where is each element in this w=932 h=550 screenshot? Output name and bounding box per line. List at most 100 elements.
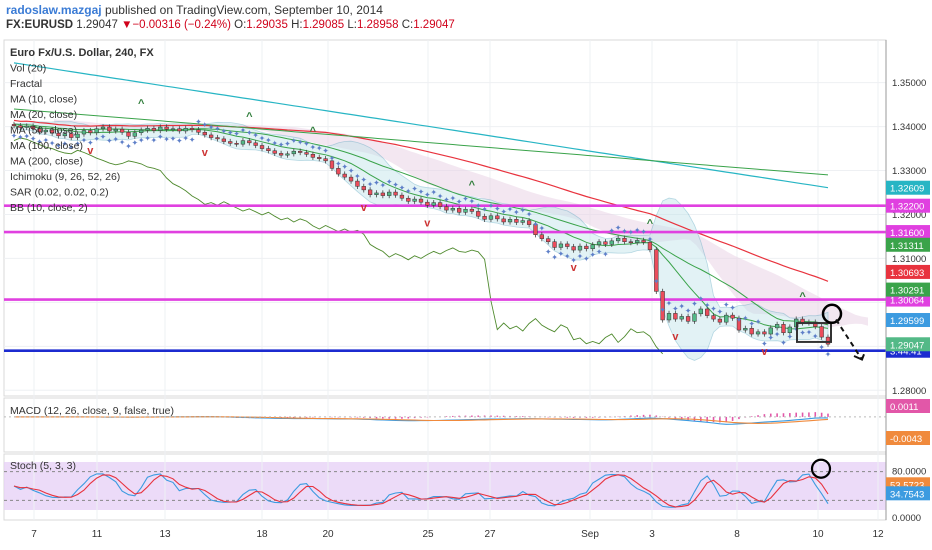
- fractal-down-marker: v: [672, 331, 679, 343]
- candle-body: [596, 241, 602, 246]
- drawing-annotations[interactable]: [796, 303, 865, 361]
- forecast-arrow[interactable]: [835, 318, 863, 361]
- candle-body: [546, 238, 551, 242]
- legend-item: Euro Fx/U.S. Dollar, 240, FX: [10, 47, 154, 59]
- x-tick-label: 8: [734, 529, 740, 540]
- publish-line: radoslaw.mazgaj published on TradingView…: [6, 3, 383, 17]
- price-tag: 1.31311: [890, 241, 924, 252]
- sar-marker: ✦: [189, 135, 196, 144]
- candle-body: [692, 313, 697, 322]
- sar-marker: ✦: [367, 180, 374, 189]
- candle-body: [660, 291, 665, 321]
- candle-body: [705, 308, 710, 316]
- level-tag: 3:44:41: [890, 347, 922, 358]
- sar-marker: ✦: [214, 124, 221, 133]
- candle-body: [266, 148, 271, 152]
- price-tag-bg: [886, 237, 930, 252]
- candle-body: [18, 125, 23, 128]
- range-box[interactable]: [796, 322, 832, 343]
- author-link[interactable]: radoslaw.mazgaj: [6, 3, 102, 17]
- sar-marker: ✦: [755, 317, 762, 326]
- high-circle[interactable]: [821, 303, 843, 325]
- sar-marker: ✦: [812, 332, 819, 341]
- sar-marker: ✦: [780, 338, 787, 347]
- candle-body: [635, 240, 640, 243]
- sar-marker: ✦: [227, 129, 234, 138]
- sar-marker: ✦: [507, 205, 514, 214]
- candle-body: [641, 240, 646, 243]
- candle-body: [647, 241, 653, 250]
- candle-body: [469, 208, 475, 212]
- sar-marker: ✦: [596, 247, 603, 256]
- sar-marker: ✦: [634, 226, 641, 235]
- macd-legend: MACD (12, 26, close, 9, false, true): [10, 405, 174, 417]
- sar-marker: ✦: [233, 130, 240, 139]
- candle-body: [654, 249, 659, 292]
- sar-marker: ✦: [11, 131, 18, 140]
- published-date: September 10, 2014: [274, 3, 383, 17]
- fractal-markers: ^ ^ ^ ^ ^ ^ v v v v v v v: [87, 98, 806, 358]
- arrow-head[interactable]: [853, 353, 865, 361]
- sar-marker: ✦: [74, 140, 81, 149]
- candle-body: [609, 240, 614, 245]
- candle-body: [304, 152, 309, 155]
- fractal-up-marker: ^: [469, 180, 476, 192]
- sar-marker: ✦: [195, 118, 202, 127]
- sar-marker: ✦: [284, 139, 291, 148]
- candle-body: [698, 308, 703, 315]
- price-tag: 1.30291: [890, 286, 924, 297]
- sar-marker: ✦: [786, 333, 793, 342]
- candle-body: [501, 218, 506, 223]
- open-value: 1.29035: [246, 19, 288, 31]
- candle-body: [81, 130, 87, 135]
- candle-body: [88, 130, 93, 133]
- candle-body: [488, 215, 494, 220]
- legend-item: BB (10, close, 2): [10, 202, 88, 214]
- y-tick-label: 1.32000: [892, 210, 926, 221]
- candle-body: [425, 201, 430, 206]
- high-value: 1.29085: [302, 19, 345, 31]
- candle-body: [329, 160, 335, 169]
- main-pane: [3, 39, 887, 397]
- sar-marker: ✦: [87, 138, 94, 147]
- candle-body: [463, 208, 468, 213]
- sar-marker: ✦: [551, 253, 558, 262]
- high-label: H:: [291, 19, 303, 31]
- candle-body: [666, 313, 672, 321]
- fractal-down-marker: v: [571, 262, 578, 274]
- sar-marker: ✦: [653, 277, 660, 286]
- candle-body: [787, 326, 792, 333]
- sar-marker: ✦: [564, 252, 571, 261]
- candle-body: [533, 224, 538, 235]
- price-tag-bg: [886, 337, 930, 352]
- stoch-tag-bg: [886, 486, 930, 501]
- open-label: O:: [234, 19, 247, 31]
- sar-marker: ✦: [201, 120, 208, 129]
- candle-body: [450, 208, 455, 211]
- published-prefix: published on TradingView.com,: [104, 3, 271, 17]
- sar-marker: ✦: [526, 210, 533, 219]
- sar-marker: ✦: [500, 207, 507, 216]
- candle-body: [457, 208, 462, 213]
- sar-marker: ✦: [348, 167, 355, 176]
- sar-marker: ✦: [163, 135, 170, 144]
- legend-item: MA (50, close): [10, 125, 77, 137]
- macd-tag-bg: [886, 399, 930, 413]
- close-label: C:: [401, 19, 414, 31]
- sar-marker: ✦: [23, 132, 30, 141]
- candle-body: [291, 150, 296, 155]
- candle-body: [278, 153, 284, 156]
- x-tick-label: 11: [92, 529, 103, 540]
- sar-marker: ✦: [405, 187, 412, 196]
- candle-body: [56, 132, 61, 137]
- stoch-circle[interactable]: [810, 458, 832, 479]
- sar-marker: ✦: [240, 126, 247, 135]
- x-tick-label: 3: [649, 529, 655, 540]
- ohlc-line: FX:EURUSD 1.29047 ▼−0.00316 (−0.24%) O:1…: [6, 19, 455, 31]
- candle-body: [736, 317, 742, 331]
- candle-body: [164, 126, 169, 130]
- candle-body: [520, 220, 525, 223]
- sar-marker: ✦: [666, 299, 673, 308]
- sar-marker: ✦: [176, 137, 183, 146]
